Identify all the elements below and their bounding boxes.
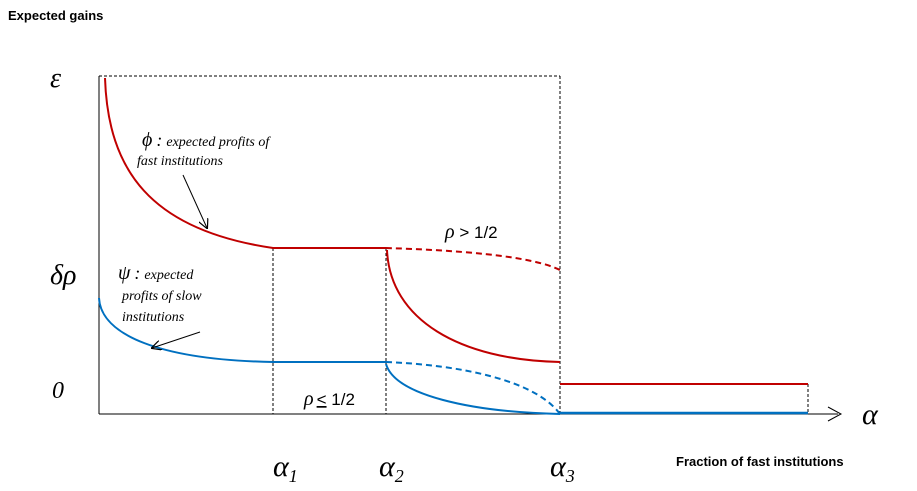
y-tick-delta-rho: δρ: [50, 260, 76, 291]
psi-low-rho-curve: [385, 363, 561, 415]
rho-high-label: ρ > 1/2: [444, 221, 498, 243]
psi-label-line1: ψ: expected: [118, 262, 194, 284]
phi-pointer-arrow: [182, 174, 207, 228]
phi-label-line2: fast institutions: [137, 154, 224, 169]
phi-decreasing-curve: [104, 77, 274, 249]
psi-decreasing-curve: [98, 297, 274, 363]
y-tick-zero: 0: [52, 378, 64, 404]
x-axis-symbol: α: [862, 398, 879, 431]
x-tick-alpha3: α3: [550, 450, 575, 486]
y-axis-title: Expected gains: [8, 8, 103, 23]
phi-label-line1: ϕ: expected profits of: [142, 129, 271, 151]
y-tick-epsilon: ε: [50, 63, 61, 94]
psi-pointer-arrow: [152, 331, 201, 348]
phi-high-rho-dashed-curve: [385, 247, 561, 271]
psi-label-line3: institutions: [122, 310, 185, 325]
x-axis-title: Fraction of fast institutions: [676, 454, 844, 469]
x-tick-alpha1: α1: [273, 450, 298, 486]
psi-high-rho-dashed-curve: [385, 361, 561, 415]
x-tick-alpha2: α2: [379, 450, 404, 486]
phi-low-rho-curve: [386, 249, 561, 363]
psi-label-line2: profits of slow: [121, 289, 202, 304]
rho-low-label: ρ < 1/2: [303, 388, 355, 410]
x-axis-arrowhead: [827, 406, 843, 422]
